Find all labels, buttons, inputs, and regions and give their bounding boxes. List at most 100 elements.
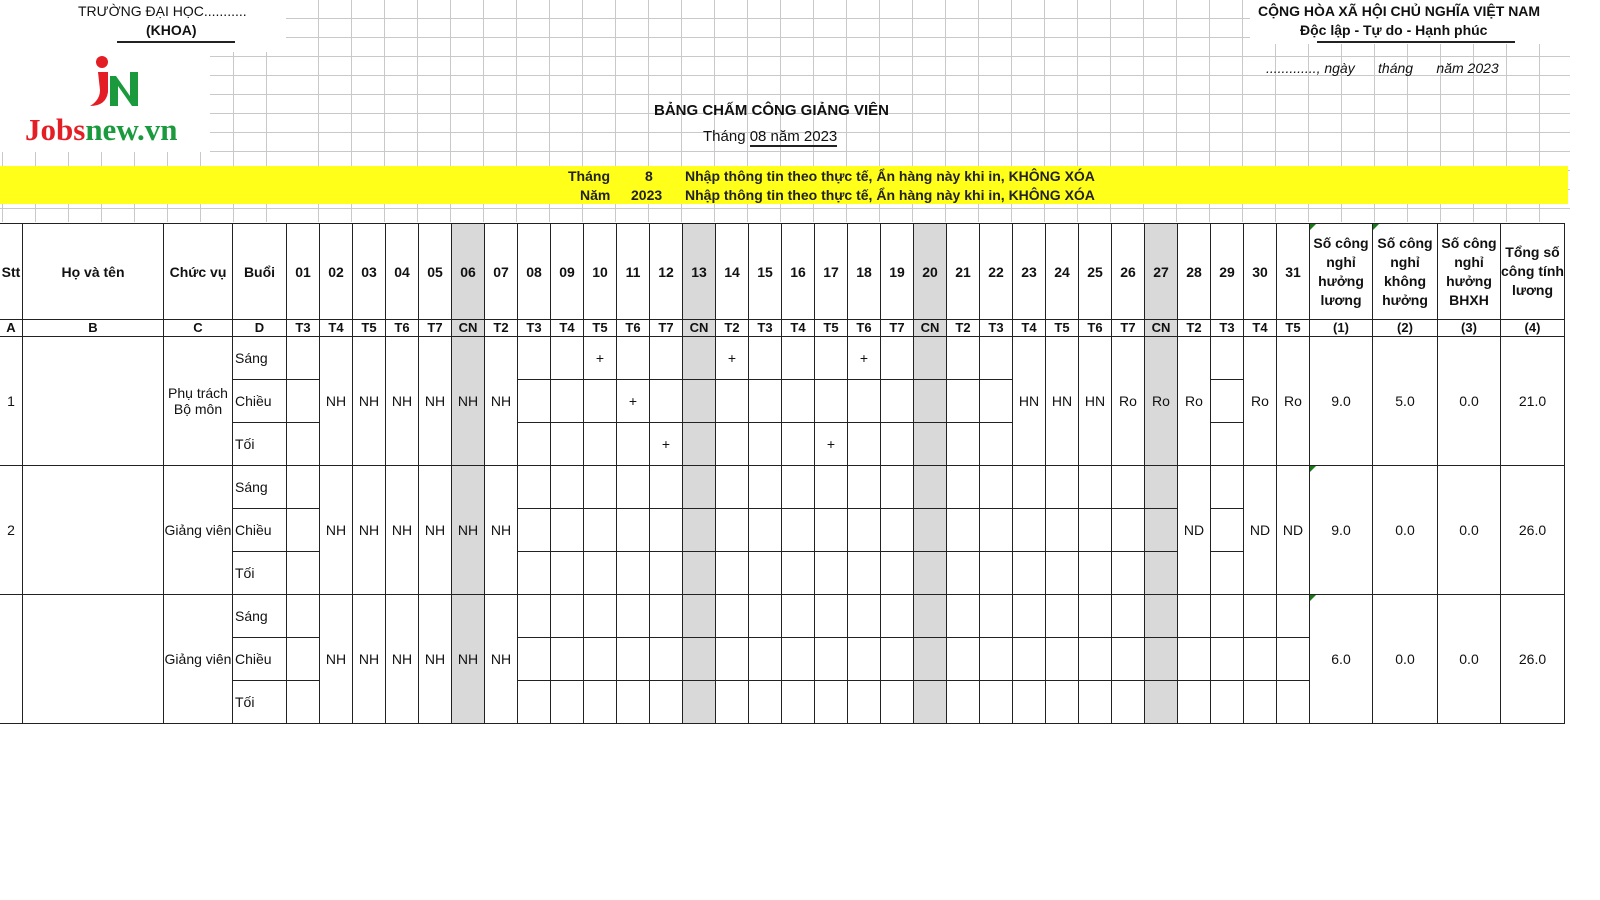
day-cell[interactable] <box>748 336 782 380</box>
day-cell[interactable] <box>286 637 320 681</box>
day-cell[interactable] <box>1210 551 1244 595</box>
day-cell[interactable]: NH <box>418 594 452 724</box>
day-cell[interactable]: NH <box>385 336 419 466</box>
day-cell[interactable] <box>1210 637 1244 681</box>
day-cell[interactable] <box>913 508 947 552</box>
day-cell[interactable] <box>1078 680 1112 724</box>
day-cell[interactable] <box>1210 422 1244 466</box>
day-cell[interactable] <box>682 680 716 724</box>
day-cell[interactable] <box>649 465 683 509</box>
day-cell[interactable] <box>517 637 551 681</box>
comment-indicator-icon[interactable] <box>1310 595 1316 601</box>
day-cell[interactable] <box>517 422 551 466</box>
day-cell[interactable] <box>550 336 584 380</box>
day-cell[interactable]: NH <box>352 465 386 595</box>
day-cell[interactable] <box>1144 594 1178 638</box>
day-cell[interactable]: NH <box>385 594 419 724</box>
day-cell[interactable] <box>1012 508 1046 552</box>
day-cell[interactable] <box>781 336 815 380</box>
day-cell[interactable] <box>1078 508 1112 552</box>
day-cell[interactable] <box>286 336 320 380</box>
day-cell[interactable] <box>979 594 1013 638</box>
day-cell[interactable] <box>913 422 947 466</box>
day-cell[interactable] <box>1210 680 1244 724</box>
day-cell[interactable]: NH <box>484 336 518 466</box>
day-cell[interactable] <box>880 508 914 552</box>
day-cell[interactable] <box>979 336 1013 380</box>
day-cell[interactable] <box>616 594 650 638</box>
day-cell[interactable] <box>847 422 881 466</box>
day-cell[interactable] <box>880 465 914 509</box>
day-cell[interactable] <box>880 379 914 423</box>
day-cell[interactable] <box>1045 594 1079 638</box>
day-cell[interactable]: + <box>649 422 683 466</box>
day-cell[interactable] <box>583 379 617 423</box>
day-cell[interactable] <box>1276 680 1310 724</box>
day-cell[interactable] <box>583 680 617 724</box>
day-cell[interactable] <box>1210 594 1244 638</box>
comment-indicator-icon[interactable] <box>1373 224 1379 230</box>
day-cell[interactable] <box>847 379 881 423</box>
day-cell[interactable] <box>1078 594 1112 638</box>
day-cell[interactable] <box>649 508 683 552</box>
day-cell[interactable] <box>715 465 749 509</box>
day-cell[interactable] <box>781 465 815 509</box>
year-input[interactable]: 2023 <box>631 187 663 203</box>
day-cell[interactable] <box>286 508 320 552</box>
day-cell[interactable] <box>1111 594 1145 638</box>
day-cell[interactable] <box>286 594 320 638</box>
day-cell[interactable] <box>649 551 683 595</box>
day-cell[interactable]: Ro <box>1243 336 1277 466</box>
day-cell[interactable]: Ro <box>1276 336 1310 466</box>
day-cell[interactable] <box>847 680 881 724</box>
day-cell[interactable] <box>1144 465 1178 509</box>
day-cell[interactable]: NH <box>352 594 386 724</box>
employee-position[interactable]: Giảng viên <box>163 465 233 595</box>
day-cell[interactable] <box>616 508 650 552</box>
day-cell[interactable] <box>814 336 848 380</box>
day-cell[interactable] <box>1276 637 1310 681</box>
day-cell[interactable] <box>286 680 320 724</box>
day-cell[interactable] <box>649 637 683 681</box>
day-cell[interactable]: NH <box>484 594 518 724</box>
day-cell[interactable]: NH <box>418 465 452 595</box>
day-cell[interactable] <box>847 594 881 638</box>
day-cell[interactable] <box>781 379 815 423</box>
day-cell[interactable] <box>517 551 551 595</box>
day-cell[interactable] <box>1144 508 1178 552</box>
day-cell[interactable] <box>946 594 980 638</box>
employee-name[interactable] <box>22 594 164 724</box>
day-cell[interactable] <box>583 465 617 509</box>
day-cell[interactable]: NH <box>451 465 485 595</box>
day-cell[interactable]: NH <box>451 594 485 724</box>
day-cell[interactable] <box>913 336 947 380</box>
day-cell[interactable] <box>1012 594 1046 638</box>
day-cell[interactable] <box>1045 508 1079 552</box>
day-cell[interactable] <box>649 680 683 724</box>
day-cell[interactable] <box>946 508 980 552</box>
day-cell[interactable] <box>1111 680 1145 724</box>
day-cell[interactable] <box>1210 508 1244 552</box>
day-cell[interactable] <box>1144 637 1178 681</box>
day-cell[interactable] <box>583 508 617 552</box>
day-cell[interactable] <box>1078 637 1112 681</box>
day-cell[interactable] <box>715 551 749 595</box>
day-cell[interactable] <box>517 680 551 724</box>
day-cell[interactable] <box>550 637 584 681</box>
day-cell[interactable] <box>715 680 749 724</box>
day-cell[interactable] <box>286 379 320 423</box>
day-cell[interactable] <box>946 465 980 509</box>
day-cell[interactable] <box>550 465 584 509</box>
day-cell[interactable] <box>748 551 782 595</box>
comment-indicator-icon[interactable] <box>1310 224 1316 230</box>
day-cell[interactable]: ND <box>1177 465 1211 595</box>
day-cell[interactable] <box>550 422 584 466</box>
day-cell[interactable] <box>715 637 749 681</box>
day-cell[interactable] <box>1243 637 1277 681</box>
day-cell[interactable] <box>847 465 881 509</box>
day-cell[interactable]: HN <box>1012 336 1046 466</box>
day-cell[interactable] <box>682 551 716 595</box>
day-cell[interactable]: NH <box>319 594 353 724</box>
month-input[interactable]: 8 <box>645 168 653 184</box>
day-cell[interactable] <box>1012 465 1046 509</box>
